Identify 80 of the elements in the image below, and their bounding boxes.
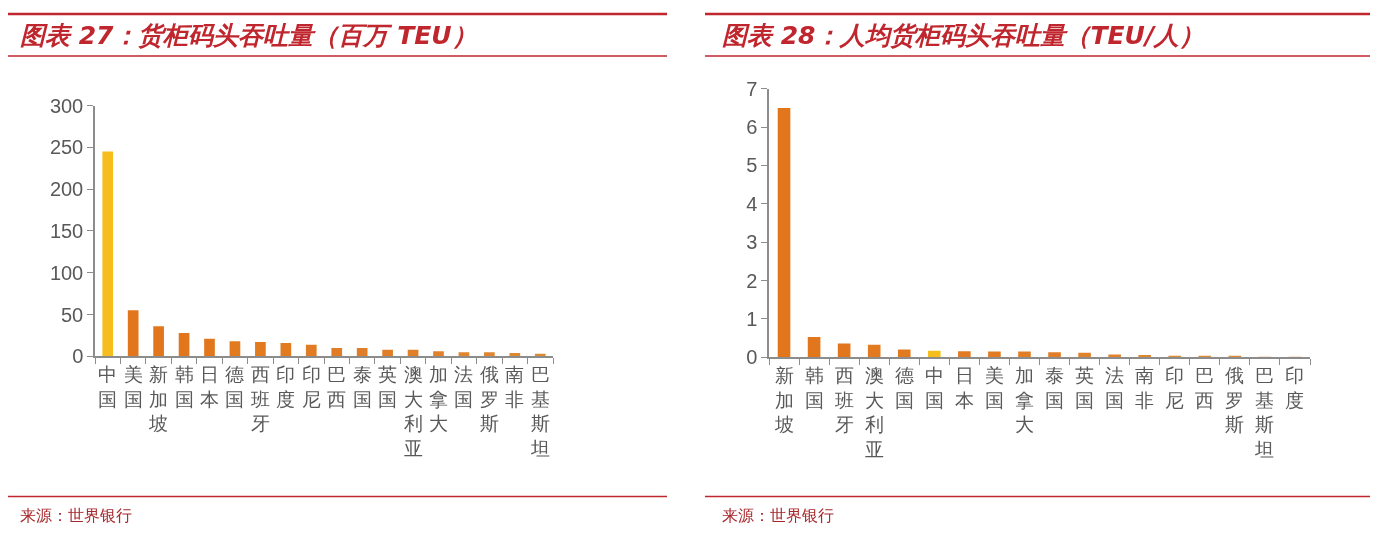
x-tick-label: 韩国 bbox=[804, 364, 824, 411]
bar bbox=[331, 347, 343, 357]
x-tick-label: 加拿大 bbox=[429, 363, 448, 435]
x-tick-label: 法国 bbox=[1105, 364, 1125, 411]
bar bbox=[777, 107, 791, 358]
y-tick-label: 250 bbox=[49, 136, 84, 159]
bar bbox=[807, 336, 821, 358]
bar bbox=[958, 351, 971, 358]
y-tick-label: 5 bbox=[746, 154, 758, 177]
x-tick-label: 中国 bbox=[924, 364, 944, 411]
x-tick-label: 新加坡 bbox=[773, 364, 794, 436]
bar bbox=[1138, 354, 1152, 358]
chart-title: 图表 27：货柜码头吞吐量（百万 TEU） bbox=[20, 21, 477, 50]
x-tick-label: 德国 bbox=[894, 364, 914, 411]
x-tick-label: 西班牙 bbox=[250, 363, 270, 435]
x-tick-label: 印尼 bbox=[301, 363, 321, 410]
y-tick-label: 6 bbox=[746, 116, 758, 139]
x-tick-label: 日本 bbox=[200, 363, 219, 410]
y-tick-label: 150 bbox=[49, 219, 84, 242]
bar bbox=[127, 310, 139, 357]
x-tick-label: 巴西 bbox=[327, 363, 347, 410]
x-tick-label: 德国 bbox=[225, 363, 245, 410]
y-tick-label: 50 bbox=[61, 303, 84, 326]
x-tick-label: 巴基斯坦 bbox=[529, 363, 550, 459]
bar bbox=[837, 343, 851, 358]
bar bbox=[255, 342, 266, 357]
y-tick-label: 2 bbox=[746, 269, 758, 292]
bar bbox=[305, 344, 317, 357]
y-tick-label: 0 bbox=[746, 346, 758, 369]
x-tick-label: 印度 bbox=[1285, 364, 1305, 411]
source-note: 来源：世界银行 bbox=[722, 506, 834, 525]
x-tick-label: 澳大利亚 bbox=[864, 364, 884, 460]
x-tick-label: 俄罗斯 bbox=[1225, 364, 1245, 436]
x-tick-label: 新加坡 bbox=[148, 363, 169, 435]
y-tick-label: 4 bbox=[746, 192, 758, 215]
bar bbox=[102, 151, 114, 357]
x-tick-label: 印度 bbox=[276, 363, 296, 410]
bar bbox=[178, 332, 190, 357]
y-tick-label: 1 bbox=[746, 307, 758, 330]
x-tick-label: 巴西 bbox=[1195, 364, 1215, 411]
y-tick-label: 300 bbox=[49, 94, 84, 117]
bar bbox=[280, 342, 292, 357]
x-tick-label: 韩国 bbox=[174, 363, 194, 410]
x-tick-label: 西班牙 bbox=[834, 364, 854, 436]
x-tick-label: 日本 bbox=[954, 364, 974, 411]
source-note: 来源：世界银行 bbox=[20, 506, 132, 525]
y-tick-label: 200 bbox=[49, 178, 84, 201]
bar bbox=[1048, 352, 1061, 358]
bar bbox=[204, 338, 215, 357]
x-tick-label: 泰国 bbox=[352, 363, 372, 410]
x-tick-label: 俄罗斯 bbox=[479, 363, 499, 435]
y-tick-label: 100 bbox=[49, 261, 84, 284]
bar bbox=[484, 352, 495, 357]
x-tick-label: 泰国 bbox=[1045, 364, 1065, 411]
x-tick-label: 英国 bbox=[378, 363, 398, 410]
x-tick-label: 印尼 bbox=[1165, 364, 1185, 411]
x-tick-label: 法国 bbox=[454, 363, 474, 410]
x-tick-label: 加拿大 bbox=[1014, 364, 1034, 436]
x-tick-label: 美国 bbox=[984, 364, 1004, 411]
y-tick-label: 3 bbox=[746, 231, 758, 254]
x-tick-label: 巴基斯坦 bbox=[1254, 364, 1275, 460]
x-tick-label: 澳大利亚 bbox=[403, 363, 423, 459]
bar bbox=[382, 349, 393, 357]
x-tick-label: 英国 bbox=[1075, 364, 1095, 411]
bar bbox=[897, 349, 911, 358]
bar bbox=[356, 347, 368, 357]
x-tick-label: 南非 bbox=[1135, 364, 1155, 411]
bar bbox=[229, 341, 241, 357]
bar bbox=[1078, 352, 1091, 358]
x-tick-label: 中国 bbox=[98, 363, 118, 410]
bar bbox=[433, 351, 444, 357]
y-tick-label: 0 bbox=[72, 345, 84, 368]
x-tick-label: 美国 bbox=[123, 363, 143, 410]
bar bbox=[867, 344, 881, 358]
chart-title: 图表 28：人均货柜码头吞吐量（TEU/人） bbox=[722, 21, 1205, 50]
bar bbox=[509, 352, 521, 357]
x-tick-label: 南非 bbox=[505, 363, 525, 410]
bar bbox=[153, 326, 164, 357]
y-tick-label: 7 bbox=[746, 77, 758, 100]
bar bbox=[927, 350, 941, 358]
